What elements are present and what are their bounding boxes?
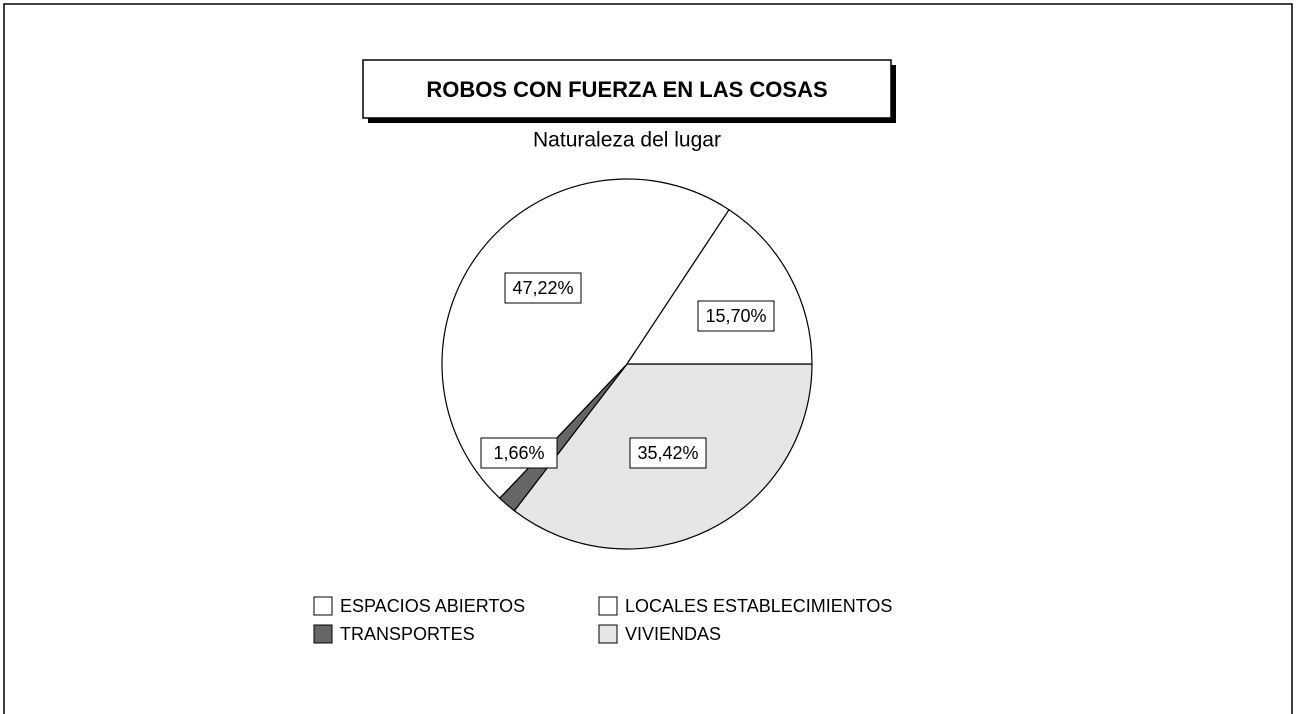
legend-swatch bbox=[598, 596, 618, 616]
pie-slice bbox=[441, 178, 730, 500]
frame bbox=[3, 3, 1293, 714]
label-box bbox=[480, 437, 558, 469]
chart-subtitle: Naturaleza del lugar bbox=[533, 129, 721, 152]
legend-swatch bbox=[313, 624, 333, 644]
legend-label: ESPACIOS ABIERTOS bbox=[340, 596, 525, 616]
legend-swatch bbox=[313, 596, 333, 616]
label-box bbox=[697, 300, 775, 332]
legend-swatch bbox=[598, 624, 618, 644]
label-box bbox=[504, 272, 582, 304]
data-label: 35,42% bbox=[637, 443, 698, 463]
legend-label: LOCALES ESTABLECIMIENTOS bbox=[625, 596, 892, 616]
legend-label: TRANSPORTES bbox=[340, 624, 475, 644]
data-label: 47,22% bbox=[512, 278, 573, 298]
data-label: 1,66% bbox=[493, 443, 544, 463]
title-box bbox=[362, 59, 892, 119]
legend-label: VIVIENDAS bbox=[625, 624, 721, 644]
data-label: 15,70% bbox=[705, 306, 766, 326]
chart-title: ROBOS CON FUERZA EN LAS COSAS bbox=[426, 77, 827, 102]
label-box bbox=[629, 437, 707, 469]
